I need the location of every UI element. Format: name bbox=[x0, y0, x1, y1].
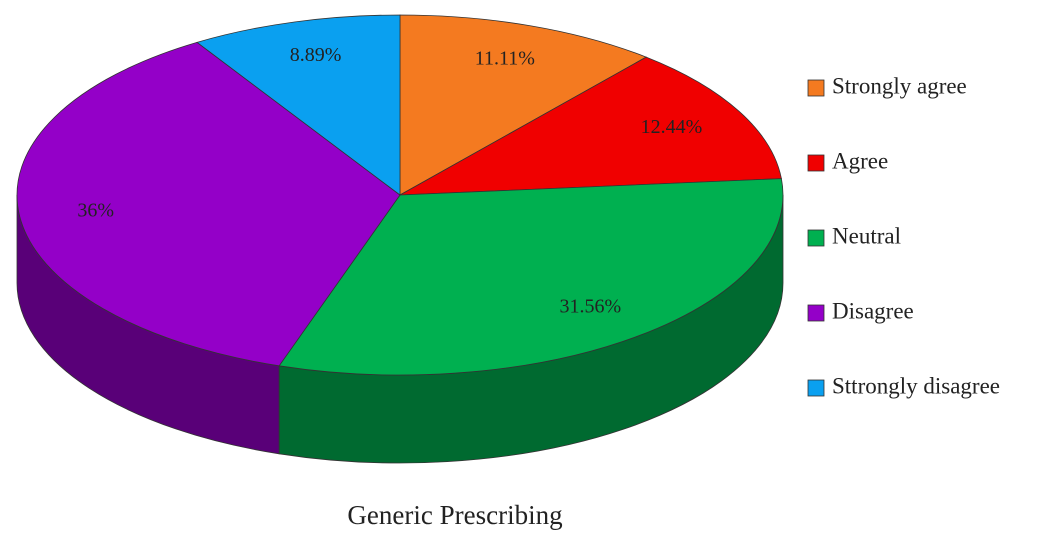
data-label: 12.44% bbox=[641, 116, 703, 138]
legend-swatch bbox=[807, 379, 825, 397]
legend-label: Strongly agree bbox=[832, 73, 967, 98]
legend-swatch bbox=[807, 79, 825, 97]
data-label: 8.89% bbox=[290, 44, 342, 66]
chart-title: Generic Prescribing bbox=[347, 500, 562, 530]
pie-tops bbox=[16, 14, 784, 376]
pie-slice bbox=[278, 178, 784, 376]
legend-label: Sttrongly disagree bbox=[832, 373, 1000, 398]
legend-swatch bbox=[807, 304, 825, 322]
legend-label: Neutral bbox=[832, 223, 901, 248]
pie-slice bbox=[399, 56, 782, 196]
data-label: 11.11% bbox=[475, 47, 535, 69]
data-label: 31.56% bbox=[560, 295, 622, 317]
legend-label: Agree bbox=[832, 148, 888, 173]
pie-slice bbox=[399, 14, 648, 196]
data-label: 36% bbox=[77, 200, 114, 222]
legend-label: Disagree bbox=[832, 298, 914, 323]
legend-swatch bbox=[807, 229, 825, 247]
legend: Strongly agree Agree Neutral Disagree Sttron… bbox=[807, 73, 1000, 398]
legend-swatch bbox=[807, 154, 825, 172]
pie-slice bbox=[196, 14, 401, 196]
labels: 11.11% 12.44% 31.56% 36% 8.89% bbox=[77, 44, 702, 317]
